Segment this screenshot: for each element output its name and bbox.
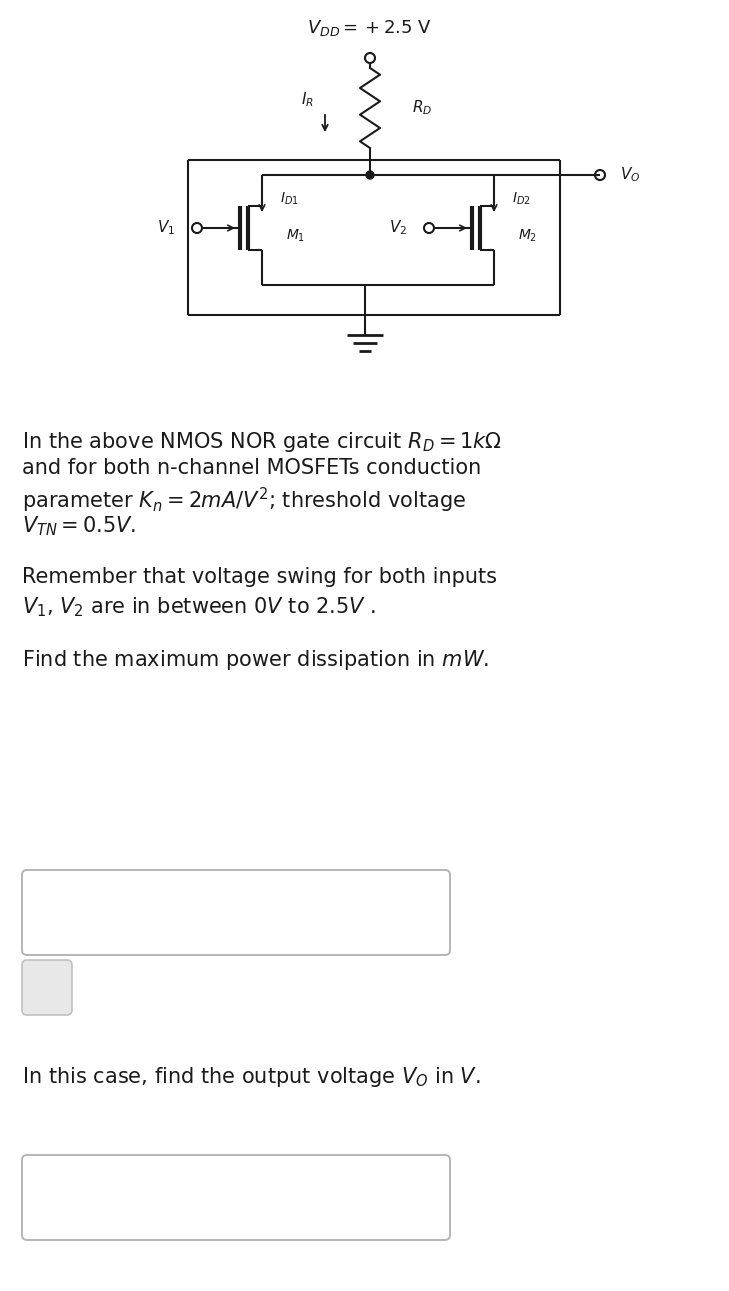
Text: Find the maximum power dissipation in $mW$.: Find the maximum power dissipation in $m… — [22, 648, 489, 673]
Text: $I_R$: $I_R$ — [300, 90, 313, 110]
Text: In the above NMOS NOR gate circuit $R_D = 1k\Omega$: In the above NMOS NOR gate circuit $R_D … — [22, 430, 502, 454]
Text: parameter $K_n = 2mA/V^2$; threshold voltage: parameter $K_n = 2mA/V^2$; threshold vol… — [22, 485, 467, 515]
Text: $M_1$: $M_1$ — [286, 227, 305, 244]
Circle shape — [366, 170, 374, 179]
Text: $V_{TN} = 0.5V$.: $V_{TN} = 0.5V$. — [22, 514, 136, 537]
Text: In this case, find the output voltage $V_O$ in $V$.: In this case, find the output voltage $V… — [22, 1065, 480, 1090]
Text: and for both n-channel MOSFETs conduction: and for both n-channel MOSFETs conductio… — [22, 458, 481, 478]
Text: $I_{D2}$: $I_{D2}$ — [512, 191, 531, 207]
Text: $V_1$: $V_1$ — [157, 218, 175, 238]
Text: Remember that voltage swing for both inputs: Remember that voltage swing for both inp… — [22, 567, 497, 587]
Text: $V_{DD}=+2.5\ \mathrm{V}$: $V_{DD}=+2.5\ \mathrm{V}$ — [308, 18, 432, 37]
FancyBboxPatch shape — [22, 870, 450, 955]
Text: $V_1$, $V_2$ are in between $0V$ to $2.5V$ .: $V_1$, $V_2$ are in between $0V$ to $2.5… — [22, 595, 376, 618]
Text: $M_2$: $M_2$ — [518, 227, 537, 244]
Text: $V_O$: $V_O$ — [620, 165, 640, 185]
FancyBboxPatch shape — [22, 1155, 450, 1239]
Text: $I_{D1}$: $I_{D1}$ — [280, 191, 299, 207]
Text: $R_D$: $R_D$ — [412, 98, 432, 117]
FancyBboxPatch shape — [22, 961, 72, 1015]
Text: $V_2$: $V_2$ — [389, 218, 407, 238]
